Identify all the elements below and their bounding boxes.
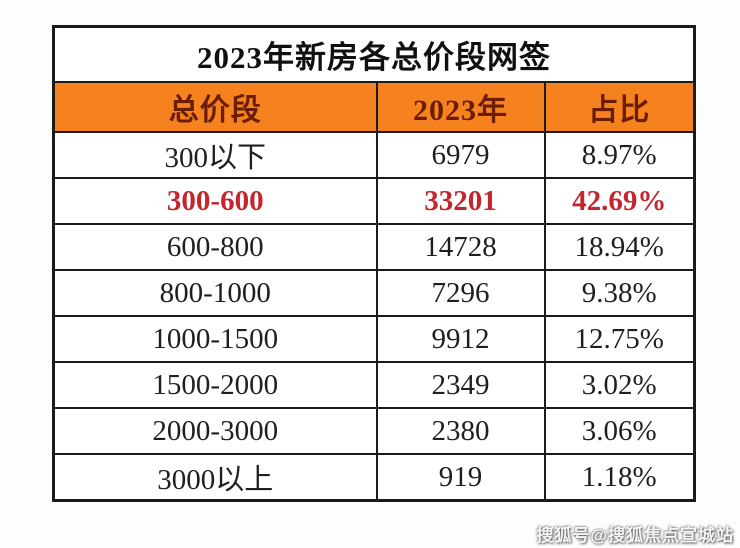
table-row: 1000-1500 9912 12.75% bbox=[52, 315, 696, 363]
column-header-year: 2023年 bbox=[375, 81, 546, 133]
table-row-highlighted: 300-600 33201 42.69% bbox=[52, 177, 696, 225]
table-row: 800-1000 7296 9.38% bbox=[52, 269, 696, 317]
cell-count: 2349 bbox=[375, 361, 546, 409]
cell-segment: 300-600 bbox=[52, 177, 378, 225]
cell-segment: 300以下 bbox=[52, 131, 378, 179]
table-row: 2000-3000 2380 3.06% bbox=[52, 407, 696, 455]
cell-share: 3.02% bbox=[543, 361, 696, 409]
cell-share: 3.06% bbox=[543, 407, 696, 455]
cell-count: 7296 bbox=[375, 269, 546, 317]
cell-segment: 800-1000 bbox=[52, 269, 378, 317]
cell-segment: 600-800 bbox=[52, 223, 378, 271]
cell-share: 1.18% bbox=[543, 453, 696, 502]
cell-share: 9.38% bbox=[543, 269, 696, 317]
column-header-segment: 总价段 bbox=[52, 81, 378, 133]
cell-count: 9912 bbox=[375, 315, 546, 363]
price-segment-table: 2023年新房各总价段网签 总价段 2023年 占比 300以下 6979 8.… bbox=[52, 25, 696, 502]
table-title: 2023年新房各总价段网签 bbox=[52, 25, 696, 83]
table-header-row: 总价段 2023年 占比 bbox=[52, 81, 696, 133]
column-header-share: 占比 bbox=[543, 81, 696, 133]
cell-count: 919 bbox=[375, 453, 546, 502]
table-row: 3000以上 919 1.18% bbox=[52, 453, 696, 502]
cell-share: 42.69% bbox=[543, 177, 696, 225]
cell-segment: 1000-1500 bbox=[52, 315, 378, 363]
cell-count: 2380 bbox=[375, 407, 546, 455]
table-row: 300以下 6979 8.97% bbox=[52, 131, 696, 179]
cell-share: 8.97% bbox=[543, 131, 696, 179]
cell-count: 33201 bbox=[375, 177, 546, 225]
table-title-row: 2023年新房各总价段网签 bbox=[52, 25, 696, 83]
cell-share: 12.75% bbox=[543, 315, 696, 363]
cell-share: 18.94% bbox=[543, 223, 696, 271]
cell-count: 6979 bbox=[375, 131, 546, 179]
table-row: 1500-2000 2349 3.02% bbox=[52, 361, 696, 409]
cell-segment: 2000-3000 bbox=[52, 407, 378, 455]
cell-count: 14728 bbox=[375, 223, 546, 271]
watermark-souhu: 搜狐号@搜狐焦点宣城站 bbox=[536, 526, 734, 545]
table-row: 600-800 14728 18.94% bbox=[52, 223, 696, 271]
cell-segment: 3000以上 bbox=[52, 453, 378, 502]
cell-segment: 1500-2000 bbox=[52, 361, 378, 409]
